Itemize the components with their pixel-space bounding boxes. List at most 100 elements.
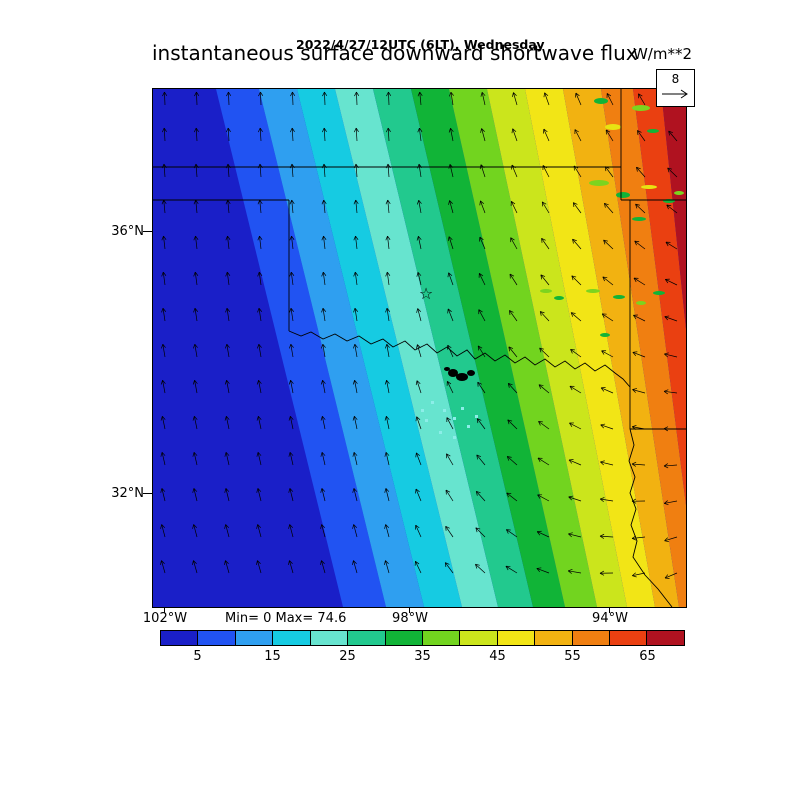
lat-label-32n: 32°N — [111, 486, 144, 501]
wind-arrow — [637, 130, 646, 142]
speckle — [475, 415, 478, 418]
wind-arrow — [352, 560, 358, 574]
wind-arrow — [192, 488, 198, 502]
colorbar-segment — [272, 630, 311, 646]
wind-arrow — [506, 529, 518, 538]
wind-arrow — [288, 416, 294, 430]
wind-arrow — [475, 563, 486, 574]
wind-arrow — [289, 163, 295, 178]
wind-arrow — [256, 452, 262, 466]
wind-arrow — [257, 235, 263, 250]
wind-arrow — [665, 278, 678, 286]
wind-arrow — [449, 91, 454, 106]
wind-arrow — [256, 524, 262, 538]
wind-arrow — [226, 91, 232, 106]
speckle — [467, 425, 470, 428]
wind-arrow — [505, 565, 518, 574]
wind-arrow — [568, 532, 582, 538]
speckle — [421, 409, 424, 412]
wind-arrow — [447, 236, 454, 250]
wind-arrow — [385, 307, 391, 322]
wind-arrow — [445, 525, 454, 538]
flux-band — [297, 89, 462, 607]
wind-arrow — [417, 163, 423, 178]
wind-arrow — [384, 524, 390, 538]
wind-arrow — [353, 163, 359, 178]
wind-arrow — [416, 236, 422, 250]
wind-arrow — [161, 127, 167, 142]
wind-arrow — [224, 452, 230, 466]
wind-arrow — [478, 273, 486, 286]
wind-arrow — [288, 488, 294, 502]
wind-arrow — [507, 419, 518, 430]
reference-vector-box: 8 — [656, 69, 695, 107]
wind-arrow — [352, 524, 358, 538]
wind-arrow — [192, 416, 198, 430]
wind-arrow — [539, 311, 550, 322]
wind-arrow — [320, 488, 326, 502]
wind-arrow — [478, 309, 486, 322]
wind-arrow — [257, 127, 263, 142]
wind-arrow — [290, 91, 296, 106]
wind-arrow — [256, 380, 262, 394]
wind-arrow — [353, 127, 359, 142]
wind-arrow — [160, 560, 166, 574]
wind-arrow — [571, 275, 582, 286]
wind-arrow — [161, 307, 167, 322]
colorbar-segment — [384, 630, 423, 646]
wind-arrow — [512, 92, 518, 106]
wind-arrow — [603, 239, 614, 250]
cloud-patch — [540, 289, 552, 293]
wind-arrow — [510, 201, 518, 214]
wind-arrow — [256, 560, 262, 574]
cloud-patch — [632, 105, 650, 111]
wind-arrow — [605, 129, 614, 142]
colorbar — [160, 630, 685, 646]
wind-arrow — [508, 346, 518, 358]
wind-arrow — [353, 307, 359, 322]
wind-arrow — [321, 343, 326, 358]
wind-arrow — [542, 165, 550, 178]
wind-arrow — [193, 235, 199, 250]
wind-arrow — [448, 128, 454, 142]
wind-arrow — [507, 383, 518, 394]
speckle — [431, 401, 434, 404]
wind-arrow — [257, 199, 263, 214]
colorbar-tick-5: 5 — [193, 649, 202, 664]
wind-arrow — [256, 416, 262, 430]
wind-arrow — [479, 164, 486, 178]
wind-arrow — [321, 307, 327, 322]
wind-arrow — [447, 344, 454, 358]
wind-arrow — [416, 272, 422, 286]
wind-arrow — [664, 500, 678, 506]
wind-arrow — [289, 235, 295, 250]
wind-arrow — [570, 348, 582, 358]
wind-arrow — [475, 491, 486, 502]
axis-tick-102w — [164, 607, 165, 613]
wind-arrow — [477, 381, 486, 394]
lat-label-36n: 36°N — [111, 224, 144, 239]
colorbar-segment — [197, 630, 236, 646]
wind-arrow — [288, 560, 294, 574]
wind-arrow — [416, 344, 422, 358]
wind-arrow — [354, 91, 360, 106]
wind-arrow — [446, 381, 454, 394]
wind-arrow — [541, 201, 550, 214]
wind-arrow — [479, 236, 486, 250]
speckle — [443, 409, 446, 412]
wind-arrow — [224, 524, 230, 538]
colorbar-tick-labels: 5 15 25 35 45 55 65 — [160, 649, 685, 665]
wind-arrow — [510, 237, 518, 250]
wind-arrow — [257, 307, 263, 322]
wind-arrow — [570, 312, 582, 322]
datetime-label: 2022/4/27/12UTC (6LT), Wednesday — [296, 37, 545, 52]
lon-label-98w: 98°W — [392, 611, 428, 626]
cloud-patch — [616, 192, 630, 198]
wind-arrow — [543, 92, 550, 106]
speckle — [453, 417, 456, 420]
wind-arrow — [415, 416, 422, 430]
wind-arrow — [602, 276, 614, 286]
flux-band — [601, 89, 686, 607]
wind-arrow — [636, 166, 646, 178]
wind-arrow — [506, 492, 518, 502]
